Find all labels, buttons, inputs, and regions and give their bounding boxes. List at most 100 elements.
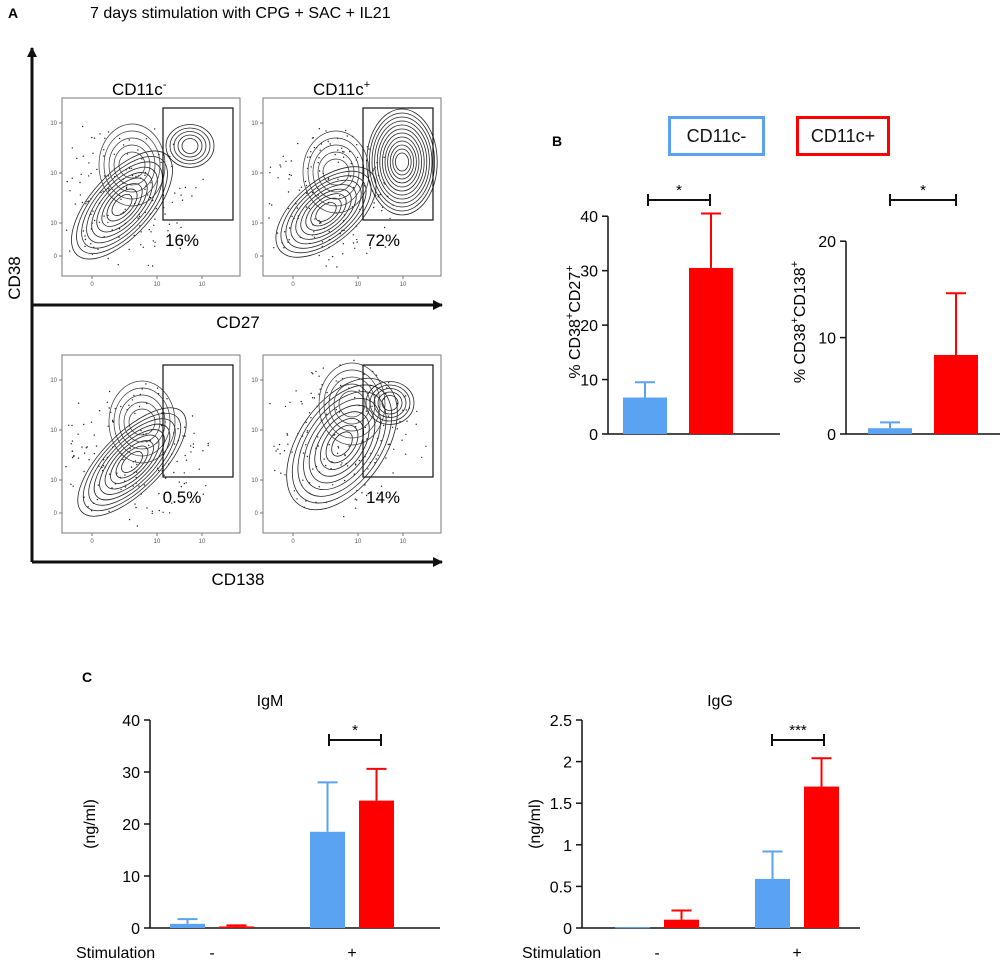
legend-cd11c-neg: CD11c- xyxy=(668,116,765,156)
significance-label: * xyxy=(676,182,682,199)
flow-dot xyxy=(327,178,329,180)
flow-dot xyxy=(133,394,135,397)
flow-dot xyxy=(154,128,156,130)
flow-contour xyxy=(104,434,160,490)
col-label-pos-sup: + xyxy=(364,79,370,91)
flow-dot xyxy=(93,452,96,455)
flow-dot xyxy=(319,149,321,151)
flow-dot xyxy=(106,401,109,403)
category-label: + xyxy=(792,945,801,962)
flow-dot xyxy=(421,456,423,459)
flow-dot xyxy=(271,204,273,206)
flow-dot xyxy=(118,228,121,230)
flow-contour xyxy=(338,390,366,418)
flow-dot xyxy=(76,157,78,160)
flow-dot xyxy=(334,153,336,156)
bar-CD11c+-minus xyxy=(664,919,699,928)
flow-contour xyxy=(317,151,355,193)
flow-gate-percent: 0.5% xyxy=(163,488,202,507)
y-tick-label: 10 xyxy=(580,373,598,390)
flow-dot xyxy=(148,228,150,231)
flow-dot xyxy=(128,518,131,521)
flow-dot xyxy=(145,138,148,140)
flow-dot xyxy=(277,177,279,179)
flow-dot xyxy=(184,426,186,428)
flow-dot xyxy=(164,477,167,479)
bar-CD11c+-plus xyxy=(804,786,839,928)
flow-dot xyxy=(90,243,92,245)
flow-dot xyxy=(279,453,281,455)
flow-dot xyxy=(310,151,312,153)
flow-dot xyxy=(133,234,135,237)
flow-contour xyxy=(305,193,347,231)
flow-contour xyxy=(373,388,407,418)
flow-dot xyxy=(305,421,307,424)
flow-dot xyxy=(343,151,345,153)
flow-gate xyxy=(362,364,434,478)
category-label: - xyxy=(654,945,659,962)
chart-title: IgM xyxy=(257,693,284,710)
flow-contour xyxy=(286,377,398,511)
flow-dot xyxy=(290,160,292,162)
flow-dot xyxy=(136,525,139,527)
category-label: + xyxy=(347,945,356,962)
flow-dot xyxy=(328,230,330,233)
flow-dot xyxy=(330,468,332,470)
flow-dot xyxy=(317,445,319,447)
y-axis-label: (ng/ml) xyxy=(82,799,99,849)
flow-dot xyxy=(179,187,181,190)
flow-dot xyxy=(85,203,87,205)
flow-dot xyxy=(107,131,110,133)
flow-dot xyxy=(354,507,357,509)
flow-dot xyxy=(305,184,308,187)
flow-dot xyxy=(125,187,128,190)
flow-dot xyxy=(168,233,171,236)
flow-contour xyxy=(103,130,161,200)
flow-dot xyxy=(297,142,299,145)
flow-tick-label-y: 0 xyxy=(255,511,259,517)
flow-dot xyxy=(84,452,86,454)
flow-dot xyxy=(356,156,359,159)
flow-dot xyxy=(141,388,143,390)
flow-dot xyxy=(100,191,102,194)
flow-tick-label-y: 10 xyxy=(251,428,258,434)
flow-dot xyxy=(122,144,125,146)
flow-dot xyxy=(311,397,314,399)
flow-dot xyxy=(389,217,391,220)
flow-contour xyxy=(93,423,171,501)
flow-contour xyxy=(275,166,377,258)
flow-tick-label-x: 0 xyxy=(90,539,94,545)
flow-dot xyxy=(342,253,344,255)
flow-contour xyxy=(88,418,176,506)
flow-contour xyxy=(99,429,165,495)
flow-dot xyxy=(125,186,128,188)
flow-tick-label-y: 0 xyxy=(255,254,259,260)
flow-dot xyxy=(405,433,407,436)
flow-dot xyxy=(117,264,120,266)
flow-plots: 0 10 10 10 10 10 0 16% 0 10 10 10 10 10 0 72% 0 10 10 10 10 1… xyxy=(50,97,442,545)
flow-contour xyxy=(394,152,409,172)
flow-dot xyxy=(120,488,122,491)
flow-dot xyxy=(151,265,154,267)
flow-dot xyxy=(273,247,275,249)
x-axis-label: Stimulation xyxy=(76,945,155,962)
flow-dot xyxy=(138,485,140,487)
flow-dot xyxy=(380,485,383,487)
y-axis-label-part: % CD38 xyxy=(792,323,809,383)
flow-dot xyxy=(144,188,146,190)
flow-dot xyxy=(134,412,136,414)
flow-gate-percent: 14% xyxy=(366,488,400,507)
flow-dot xyxy=(92,210,94,212)
flow-dot xyxy=(337,161,340,163)
flow-dot xyxy=(71,147,74,149)
flow-dot xyxy=(118,137,121,140)
flow-dot xyxy=(145,383,147,385)
flow-contour xyxy=(328,376,376,432)
y-tick-label: 20 xyxy=(122,817,140,834)
flow-dot xyxy=(383,156,385,158)
flow-dot xyxy=(366,252,368,255)
flow-dot xyxy=(325,130,327,132)
flow-contour xyxy=(368,112,435,212)
flow-dot xyxy=(354,247,356,249)
